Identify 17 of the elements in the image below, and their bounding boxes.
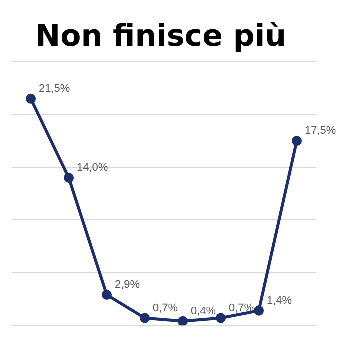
point: [64, 172, 74, 183]
data-label: 0,7%: [229, 302, 254, 314]
point: [102, 290, 112, 300]
point: [254, 306, 264, 316]
point: [292, 136, 302, 146]
data-label: 0,7%: [153, 302, 178, 314]
point: [178, 316, 188, 326]
data-label: 17,5%: [305, 125, 336, 138]
chart-title: Non finisce più: [36, 18, 286, 54]
point: [26, 94, 36, 104]
data-label: 14,0%: [77, 162, 108, 174]
point: [140, 313, 150, 324]
data-label: 0,4%: [191, 305, 216, 318]
data-label: 1,4%: [267, 294, 292, 307]
data-label: 21,5%: [39, 82, 70, 95]
data-label: 2,9%: [115, 279, 140, 292]
point: [216, 313, 226, 324]
